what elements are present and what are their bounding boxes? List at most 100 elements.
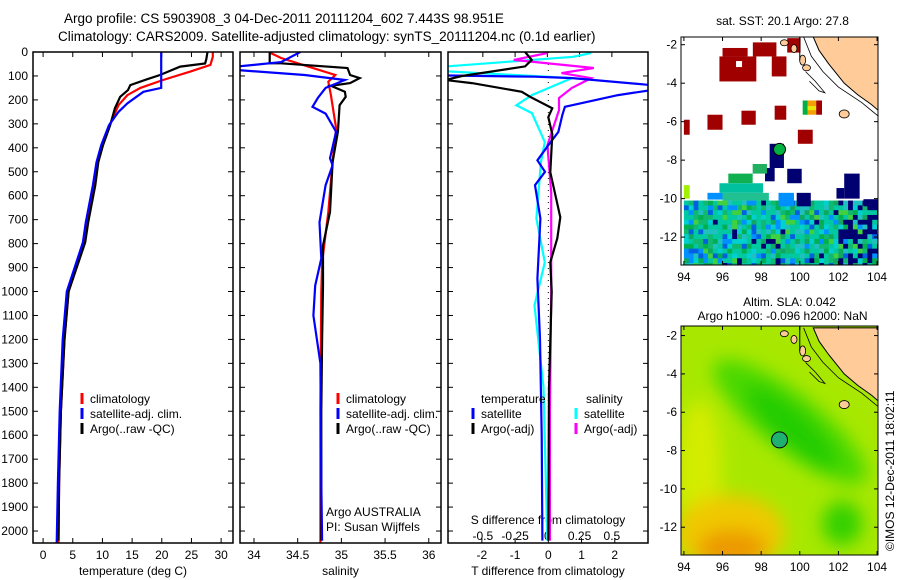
lon-tick-label: 96 (716, 270, 730, 284)
sst-cell (852, 229, 859, 235)
sst-cell (799, 243, 806, 250)
sst-cell (770, 248, 777, 254)
sst-cell (756, 205, 762, 211)
sst-cell (872, 205, 878, 211)
sst-cell (833, 253, 839, 259)
sst-cell (872, 258, 878, 264)
sst-cell (833, 258, 839, 264)
sst-cell (693, 219, 699, 226)
sst-cell (852, 219, 859, 226)
sst-cell (717, 205, 724, 211)
sst-cell (872, 229, 878, 235)
lon-tick-label: 100 (790, 560, 810, 574)
sst-cell (863, 199, 878, 207)
sst-cell (746, 258, 752, 264)
sst-cell (872, 214, 878, 221)
sst-cell (857, 210, 864, 216)
argo-position-marker (773, 142, 787, 156)
sst-cell (708, 210, 714, 216)
sst-cell (741, 253, 748, 259)
sst-cell (857, 234, 864, 240)
sst-cell (688, 229, 695, 235)
sst-cell (819, 239, 825, 245)
sst-cell (794, 205, 801, 211)
sst-cell (799, 229, 806, 235)
sst-cell (698, 258, 704, 264)
sst-cell (823, 263, 830, 265)
x-tick-label: -1 (510, 548, 521, 562)
sst-cell (765, 205, 772, 211)
sst-cell (712, 214, 719, 221)
lon-tick-label: 98 (754, 560, 768, 574)
sst-cell (708, 248, 714, 254)
sst-cell (756, 234, 762, 240)
sst-cell (804, 263, 810, 265)
sst-cell (814, 224, 820, 230)
sst-cell (727, 219, 733, 226)
sst-cell (693, 229, 699, 235)
sst-cell (823, 253, 830, 259)
sst-cell (717, 224, 724, 230)
sst-cell (857, 258, 864, 264)
sst-cell (746, 224, 752, 230)
depth-tick-label: 1700 (1, 452, 28, 466)
plot-frame (447, 51, 649, 544)
x-tick-label: 35.5 (373, 548, 397, 562)
series-line-t-satellite (448, 74, 648, 541)
x-tick-label: 1 (578, 548, 585, 562)
sst-cell (804, 239, 810, 245)
island (799, 54, 807, 66)
sst-cell (843, 253, 849, 259)
sst-cell (838, 200, 844, 206)
sst-cell (775, 263, 781, 265)
sst-cell (756, 263, 762, 265)
sst-cell (799, 234, 806, 240)
sst-cell (737, 258, 743, 264)
sst-cell (872, 239, 878, 245)
sst-cell (683, 234, 690, 240)
series-line-satellite-adj-clim- (240, 52, 350, 541)
lat-tick-label: -2 (666, 38, 677, 52)
sst-cell (785, 253, 791, 259)
sst-cell (814, 219, 820, 226)
sst-cell (780, 253, 786, 259)
sst-cell (775, 253, 781, 259)
sst-cell (794, 248, 801, 254)
sst-cell (804, 205, 810, 211)
sst-cell (775, 258, 781, 264)
sst-cell (688, 248, 695, 254)
sst-cell (683, 200, 690, 206)
sst-cell (867, 248, 873, 254)
sst-cell (683, 258, 690, 264)
sst-cell (756, 258, 762, 264)
sst-cell (717, 234, 724, 240)
sst-cell (797, 129, 813, 144)
depth-tick-label: 300 (8, 117, 28, 131)
sst-cell (790, 205, 796, 211)
sst-cell (799, 205, 806, 211)
sst-cell (823, 229, 830, 235)
x-axis-label: temperature (deg C) (79, 564, 187, 578)
sst-cell (852, 205, 859, 211)
sst-cell (756, 210, 762, 216)
sst-cell (857, 263, 864, 265)
sst-cell (848, 243, 854, 250)
sst-cell (751, 219, 757, 226)
x-tick-label: 30 (214, 548, 228, 562)
sst-cell (794, 219, 801, 226)
sst-cell (852, 234, 859, 240)
sst-cell (746, 229, 752, 235)
depth-tick-label: 500 (8, 165, 28, 179)
sst-cell (794, 229, 801, 235)
depth-tick-label: 1000 (1, 285, 28, 299)
sst-cell (719, 56, 757, 82)
lon-tick-label: 102 (828, 270, 848, 284)
sst-cell (780, 224, 786, 230)
sst-cell (848, 239, 854, 245)
sst-cell (843, 248, 849, 254)
sst-cell (737, 253, 743, 259)
lat-tick-label: -4 (666, 76, 677, 90)
legend-label: climatology (346, 392, 406, 406)
sst-cell (848, 205, 854, 211)
sst-cell (838, 253, 844, 259)
